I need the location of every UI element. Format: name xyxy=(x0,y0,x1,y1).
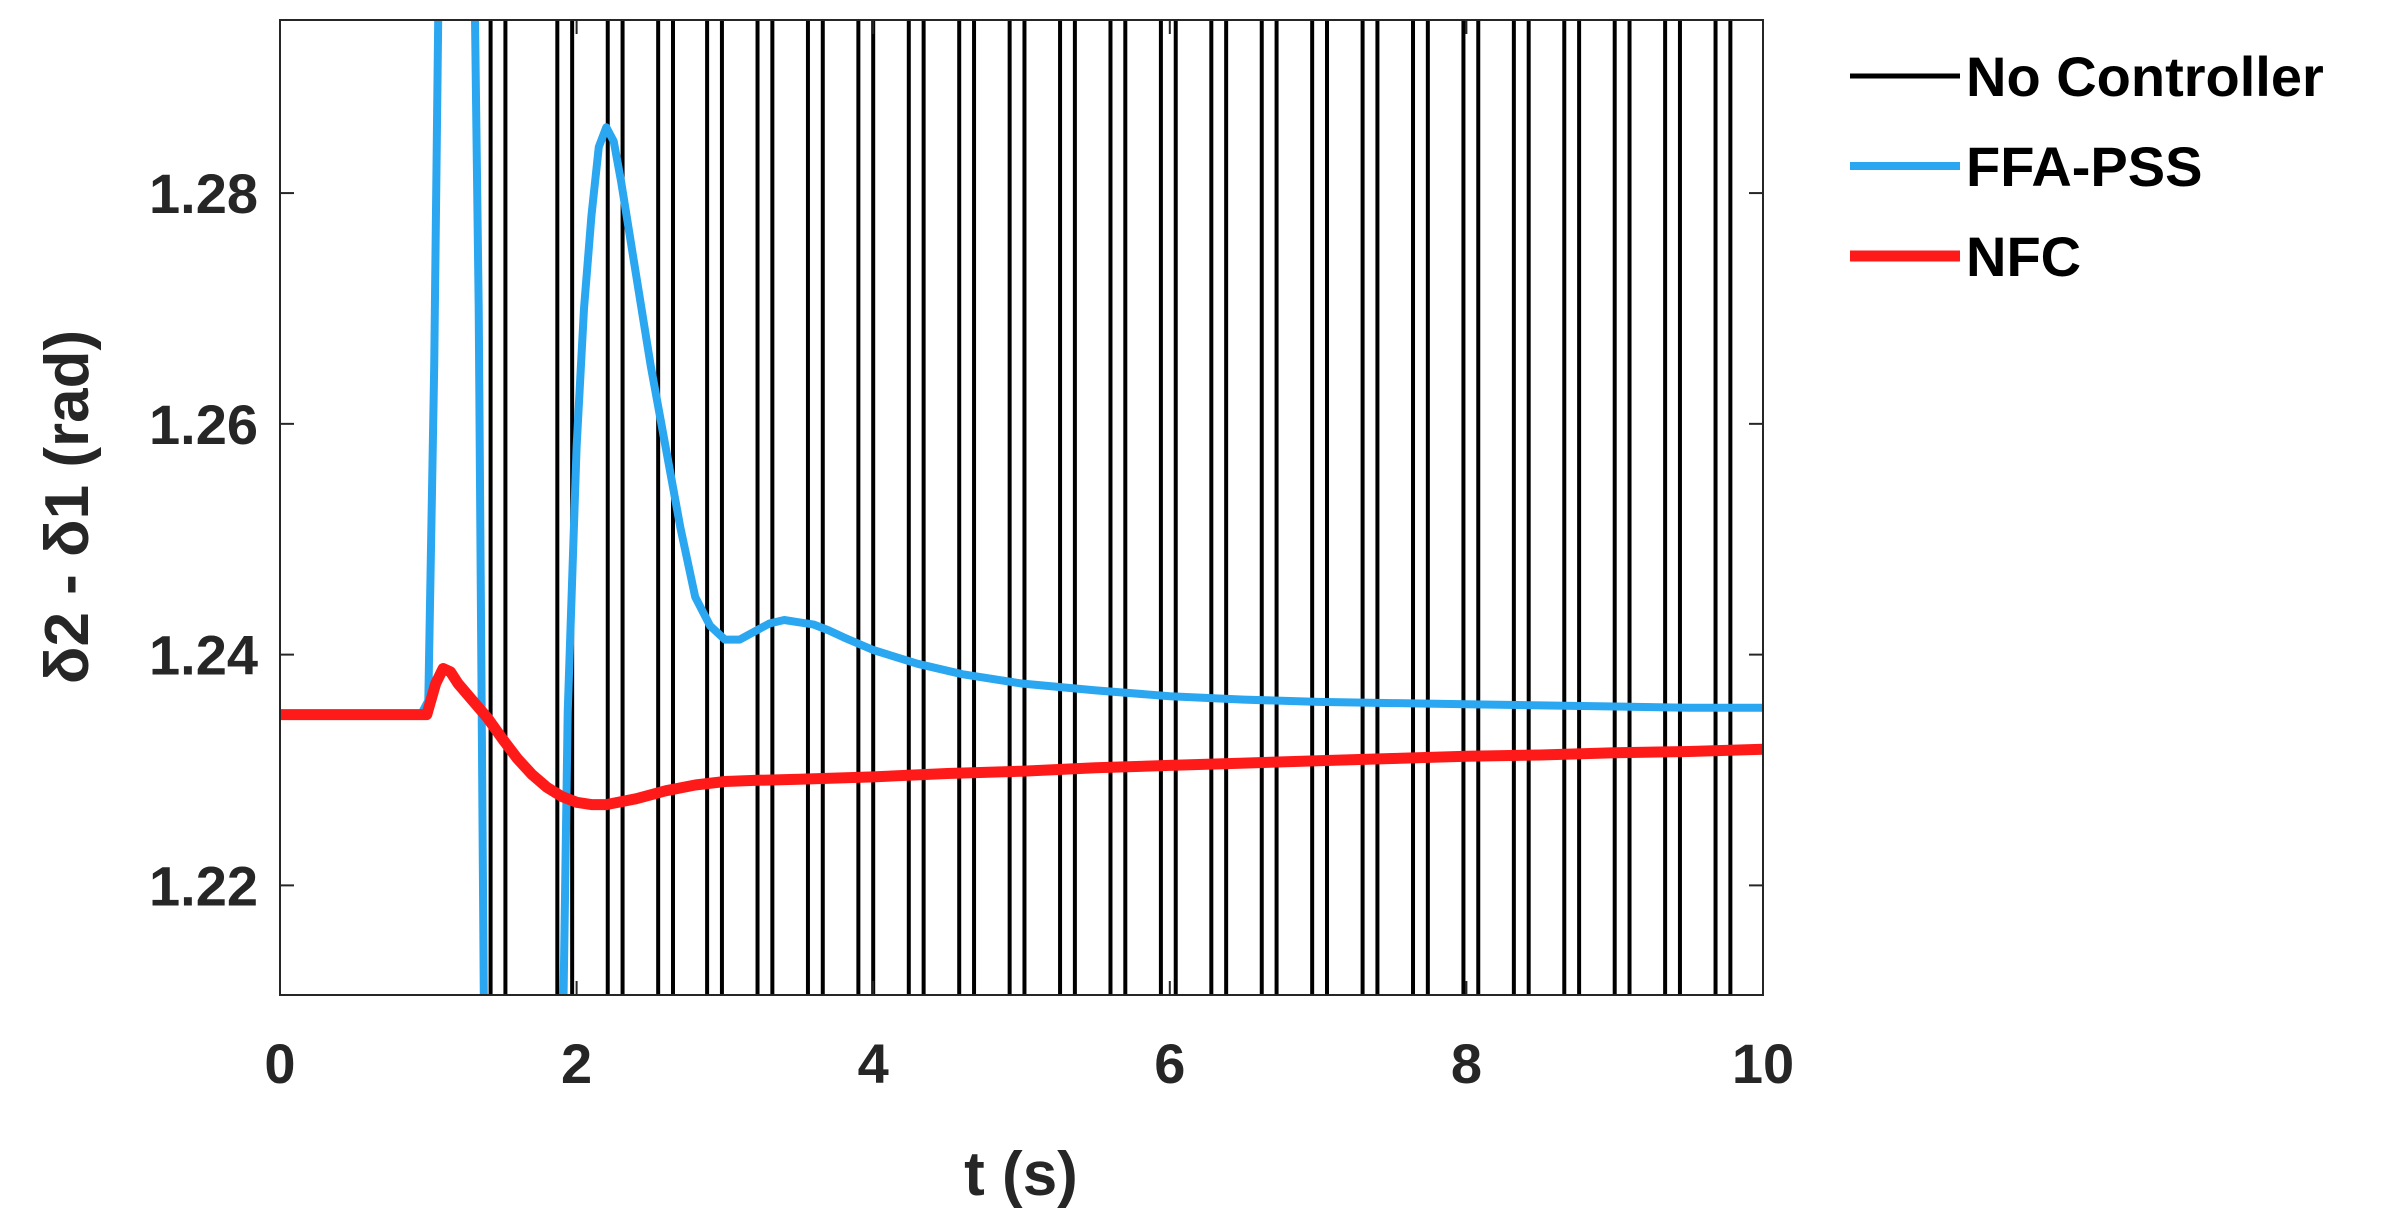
legend: No Controller FFA-PSS NFC xyxy=(1850,45,2324,288)
plot-frame xyxy=(279,19,1764,996)
legend-item-nfc: NFC xyxy=(1850,225,2081,288)
y-axis-label: δ2 - δ1 (rad) xyxy=(33,330,102,684)
legend-label: FFA-PSS xyxy=(1966,135,2202,198)
plot-background xyxy=(280,20,1763,995)
x-tick-label: 6 xyxy=(1154,1032,1185,1095)
x-tick-label: 4 xyxy=(858,1032,889,1095)
y-tick-label: 1.22 xyxy=(149,854,258,917)
series-layer xyxy=(280,20,1763,995)
axis-ticks: 0 2 4 6 8 10 1.22 1.24 1.26 1.28 xyxy=(149,20,1794,1095)
x-tick-label: 8 xyxy=(1451,1032,1482,1095)
legend-label: NFC xyxy=(1966,225,2081,288)
legend-label: No Controller xyxy=(1966,45,2324,108)
y-tick-label: 1.26 xyxy=(149,393,258,456)
y-tick-label: 1.24 xyxy=(149,624,258,687)
series-nfc xyxy=(280,663,1763,811)
series-ffa-pss xyxy=(280,20,1763,995)
legend-item-ffa-pss: FFA-PSS xyxy=(1850,135,2202,198)
legend-item-no-controller: No Controller xyxy=(1850,45,2324,108)
x-tick-label: 10 xyxy=(1732,1032,1794,1095)
y-tick-label: 1.28 xyxy=(149,162,258,225)
x-axis-label: t (s) xyxy=(964,1140,1078,1209)
x-tick-label: 2 xyxy=(561,1032,592,1095)
x-tick-label: 0 xyxy=(264,1032,295,1095)
